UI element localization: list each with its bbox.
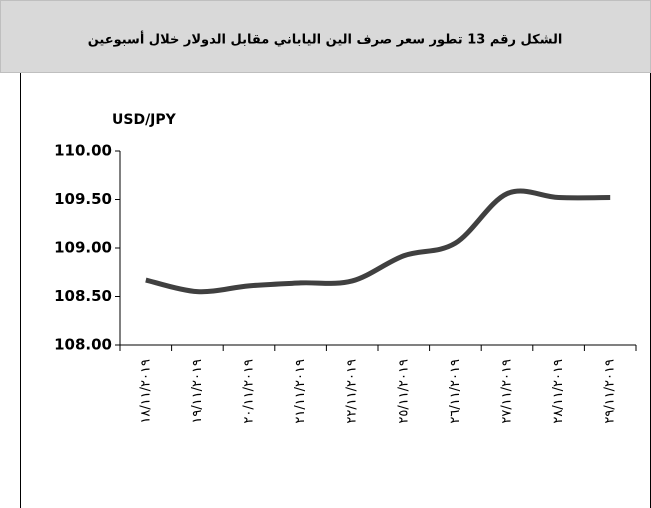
y-tick-label: 108.00 [54, 336, 112, 354]
x-tick-label: ٢١/١١/٢٠١٩ [293, 359, 308, 424]
y-axis-label: USD/JPY [112, 112, 177, 128]
y-tick-label: 109.00 [54, 239, 112, 257]
x-tick-label: ٢٠/١١/٢٠١٩ [242, 359, 257, 424]
x-tick-label: ٢٦/١١/٢٠١٩ [448, 359, 463, 424]
x-tick-label: ٢٧/١١/٢٠١٩ [500, 359, 515, 424]
title-box [0, 0, 651, 73]
x-tick-label: ٢٩/١١/٢٠١٩ [603, 359, 618, 424]
y-tick-label: 108.50 [54, 287, 112, 305]
chart-title: الشكل رقم 13 تطور سعر صرف الين الياباني … [88, 31, 563, 48]
line [145, 188, 611, 295]
x-tick-label: ٢٥/١١/٢٠١٩ [396, 359, 411, 424]
x-tick-label: ١٨/١١/٢٠١٩ [138, 359, 153, 424]
y-tick-label: 110.00 [54, 142, 112, 160]
x-tick-label: ٢٨/١١/٢٠١٩ [551, 359, 566, 424]
x-tick-label: ٢٢/١١/٢٠١٩ [345, 359, 360, 424]
x-tick-label: ١٩/١١/٢٠١٩ [190, 359, 205, 424]
y-tick-label: 109.50 [54, 190, 112, 208]
